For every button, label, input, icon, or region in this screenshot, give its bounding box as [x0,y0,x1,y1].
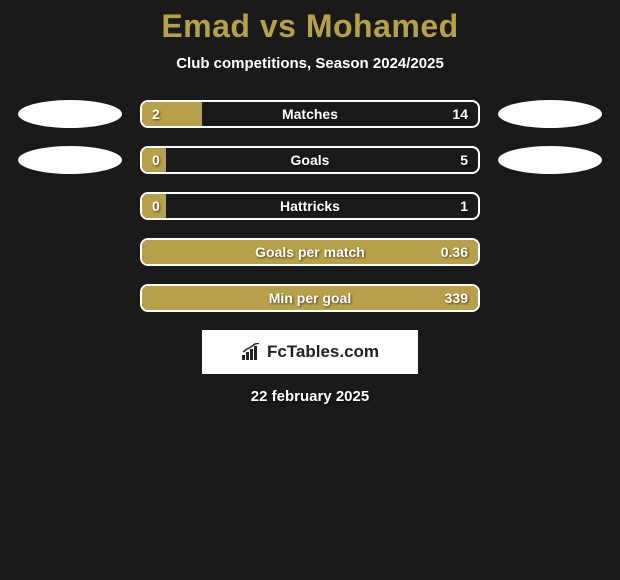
stat-right-value: 0.36 [441,244,468,260]
player-right-marker [498,146,602,174]
spacer [18,192,122,220]
comparison-row: Min per goal 339 [0,284,620,312]
stat-bar: Min per goal 339 [140,284,480,312]
date-text: 22 february 2025 [0,388,620,405]
stat-right-value: 339 [445,290,468,306]
stat-right-value: 14 [452,106,468,122]
comparison-row: 2 Matches 14 [0,100,620,128]
spacer [498,238,602,266]
spacer [498,284,602,312]
comparison-row: Goals per match 0.36 [0,238,620,266]
logo-text: FcTables.com [267,342,379,362]
stat-label: Hattricks [280,198,340,214]
player-left-marker [18,146,122,174]
spacer [18,238,122,266]
stat-label: Goals [291,152,330,168]
comparison-row: 0 Goals 5 [0,146,620,174]
stat-bar: 2 Matches 14 [140,100,480,128]
page-title: Emad vs Mohamed [0,8,620,45]
player-left-marker [18,100,122,128]
infographic-container: Emad vs Mohamed Club competitions, Seaso… [0,0,620,405]
stat-bar: 0 Goals 5 [140,146,480,174]
stat-right-value: 5 [460,152,468,168]
stat-bar: 0 Hattricks 1 [140,192,480,220]
stat-right-value: 1 [460,198,468,214]
comparison-row: 0 Hattricks 1 [0,192,620,220]
spacer [498,192,602,220]
comparison-rows: 2 Matches 14 0 Goals 5 0 Hattricks 1 Goals per ma… [0,100,620,312]
stat-label: Min per goal [269,290,351,306]
chart-icon [241,343,263,361]
player-right-marker [498,100,602,128]
logo-box: FcTables.com [202,330,418,374]
stat-label: Goals per match [255,244,365,260]
spacer [18,284,122,312]
subtitle: Club competitions, Season 2024/2025 [0,55,620,72]
stat-left-value: 0 [152,152,160,168]
stat-bar: Goals per match 0.36 [140,238,480,266]
stat-label: Matches [282,106,338,122]
stat-left-value: 0 [152,198,160,214]
stat-left-value: 2 [152,106,160,122]
